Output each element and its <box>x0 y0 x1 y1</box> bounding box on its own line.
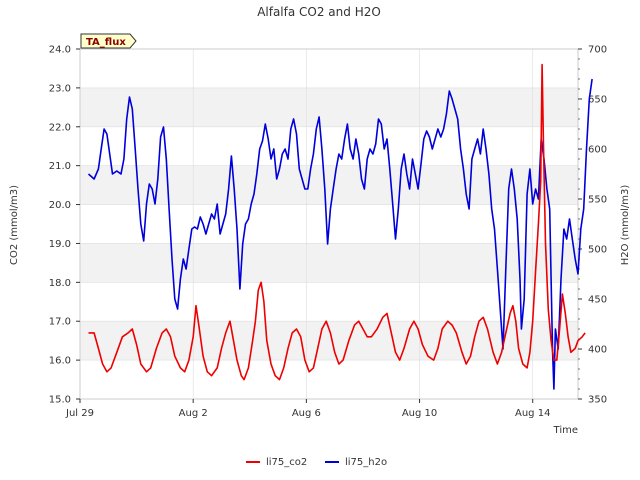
right-tick-label: 500 <box>588 245 607 256</box>
right-axis: 350 400 450 500 550 600 650 700 <box>578 45 607 406</box>
y-axis-left-label: CO2 (mmol/m3) <box>9 185 20 265</box>
x-tick-label: Jul 29 <box>65 408 94 419</box>
x-tick-label: Aug 14 <box>515 408 550 419</box>
badge-shape <box>80 33 137 49</box>
right-tick-label: 450 <box>588 295 607 306</box>
x-axis: Jul 29 Aug 2 Aug 6 Aug 10 Aug 14 <box>65 399 550 419</box>
left-axis: 15.0 16.0 17.0 18.0 19.0 20.0 21.0 22.0 23.0 24.0 <box>49 45 80 406</box>
right-tick-label: 400 <box>588 345 607 356</box>
right-tick-label: 700 <box>588 45 607 56</box>
right-tick-label: 350 <box>588 395 607 406</box>
left-tick-label: 19.0 <box>49 239 71 250</box>
left-tick-label: 24.0 <box>49 45 71 56</box>
legend: li75_co2 li75_h2o <box>246 457 387 468</box>
series-line-li75_h2o <box>87 78 593 390</box>
grid-band <box>80 243 578 283</box>
x-tick-label: Aug 6 <box>292 408 321 419</box>
left-tick-label: 15.0 <box>49 395 71 406</box>
left-tick-label: 16.0 <box>49 356 71 367</box>
left-tick-label: 17.0 <box>49 317 71 328</box>
x-tick-label: Aug 2 <box>179 408 208 419</box>
x-axis-label: Time <box>553 425 578 436</box>
legend-label-co2: li75_co2 <box>266 457 307 468</box>
left-tick-label: 18.0 <box>49 278 71 289</box>
series-lines <box>87 63 593 390</box>
plot-area <box>79 48 579 400</box>
left-tick-label: 21.0 <box>49 161 71 172</box>
series-line-li75_co2 <box>88 63 586 381</box>
right-tick-label: 550 <box>588 195 607 206</box>
grid-band <box>80 87 578 127</box>
y-axis-right-label: H2O (mmol/m3) <box>620 185 631 266</box>
left-tick-label: 22.0 <box>49 122 71 133</box>
left-tick-label: 20.0 <box>49 200 71 211</box>
chart-title: Alfalfa CO2 and H2O <box>257 5 381 19</box>
grid-band <box>80 165 578 205</box>
right-tick-label: 600 <box>588 145 607 156</box>
x-tick-label: Aug 10 <box>402 408 437 419</box>
legend-label-h2o: li75_h2o <box>345 457 387 468</box>
right-tick-label: 650 <box>588 95 607 106</box>
left-tick-label: 23.0 <box>49 83 71 94</box>
badge: TA_flux <box>80 33 137 49</box>
badge-label: TA_flux <box>86 37 126 48</box>
